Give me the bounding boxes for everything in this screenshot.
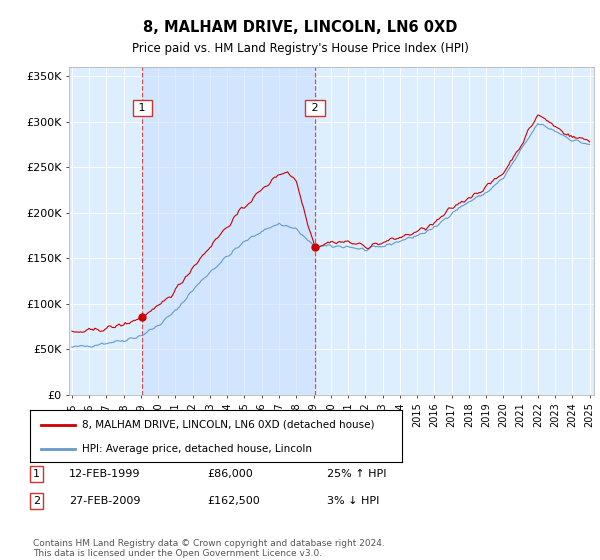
- Text: 2: 2: [308, 103, 322, 113]
- Text: Price paid vs. HM Land Registry's House Price Index (HPI): Price paid vs. HM Land Registry's House …: [131, 42, 469, 55]
- Text: £86,000: £86,000: [207, 469, 253, 479]
- Text: 27-FEB-2009: 27-FEB-2009: [69, 496, 140, 506]
- Bar: [142, 67, 315, 395]
- Text: 8, MALHAM DRIVE, LINCOLN, LN6 0XD: 8, MALHAM DRIVE, LINCOLN, LN6 0XD: [143, 20, 457, 35]
- Text: 1: 1: [136, 103, 149, 113]
- Text: 12-FEB-1999: 12-FEB-1999: [69, 469, 140, 479]
- Text: 2: 2: [33, 496, 40, 506]
- Text: £162,500: £162,500: [207, 496, 260, 506]
- Text: HPI: Average price, detached house, Lincoln: HPI: Average price, detached house, Linc…: [82, 444, 312, 454]
- Text: 1: 1: [33, 469, 40, 479]
- Text: 8, MALHAM DRIVE, LINCOLN, LN6 0XD (detached house): 8, MALHAM DRIVE, LINCOLN, LN6 0XD (detac…: [82, 420, 374, 430]
- Text: 25% ↑ HPI: 25% ↑ HPI: [327, 469, 386, 479]
- Text: 3% ↓ HPI: 3% ↓ HPI: [327, 496, 379, 506]
- Text: Contains HM Land Registry data © Crown copyright and database right 2024.
This d: Contains HM Land Registry data © Crown c…: [33, 539, 385, 558]
